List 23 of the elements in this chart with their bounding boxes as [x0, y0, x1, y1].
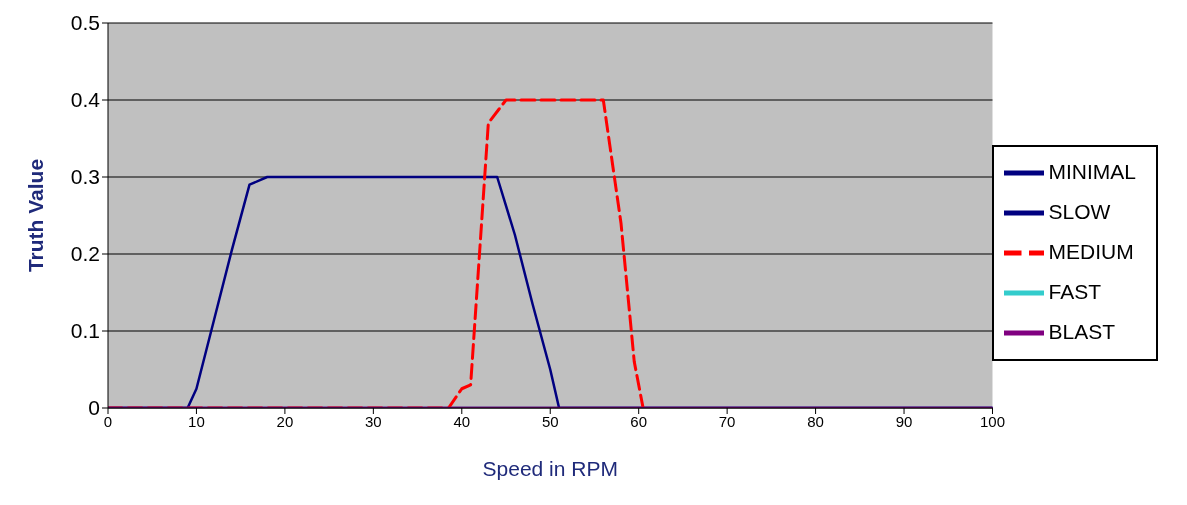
y-tick-label: 0.2 [70, 242, 100, 266]
y-tick-label: 0.1 [70, 319, 100, 343]
y-tick-label: 0.3 [70, 165, 100, 189]
legend-label: MEDIUM [1048, 239, 1134, 263]
x-tick-label: 20 [276, 412, 294, 430]
legend-label: MINIMAL [1048, 159, 1136, 183]
x-tick-label: 70 [718, 412, 736, 430]
x-tick-label: 30 [365, 412, 382, 430]
legend-label: BLAST [1048, 319, 1116, 343]
x-tick-label: 50 [541, 412, 559, 430]
legend-label: SLOW [1048, 199, 1111, 223]
x-tick-label: 40 [453, 412, 471, 430]
x-tick-label: 10 [188, 412, 205, 430]
y-axis-title: Truth Value [24, 158, 48, 273]
x-tick-label: 60 [630, 412, 648, 430]
x-axis-title: Speed in RPM [482, 457, 618, 480]
x-tick-label: 90 [895, 412, 913, 430]
y-tick-label: 0.5 [70, 11, 100, 35]
x-tick-label: 80 [807, 412, 824, 430]
x-tick-label: 100 [979, 412, 1005, 430]
legend-label: FAST [1048, 279, 1101, 303]
y-tick-label: 0.4 [70, 88, 101, 112]
x-tick-label: 0 [103, 412, 113, 430]
